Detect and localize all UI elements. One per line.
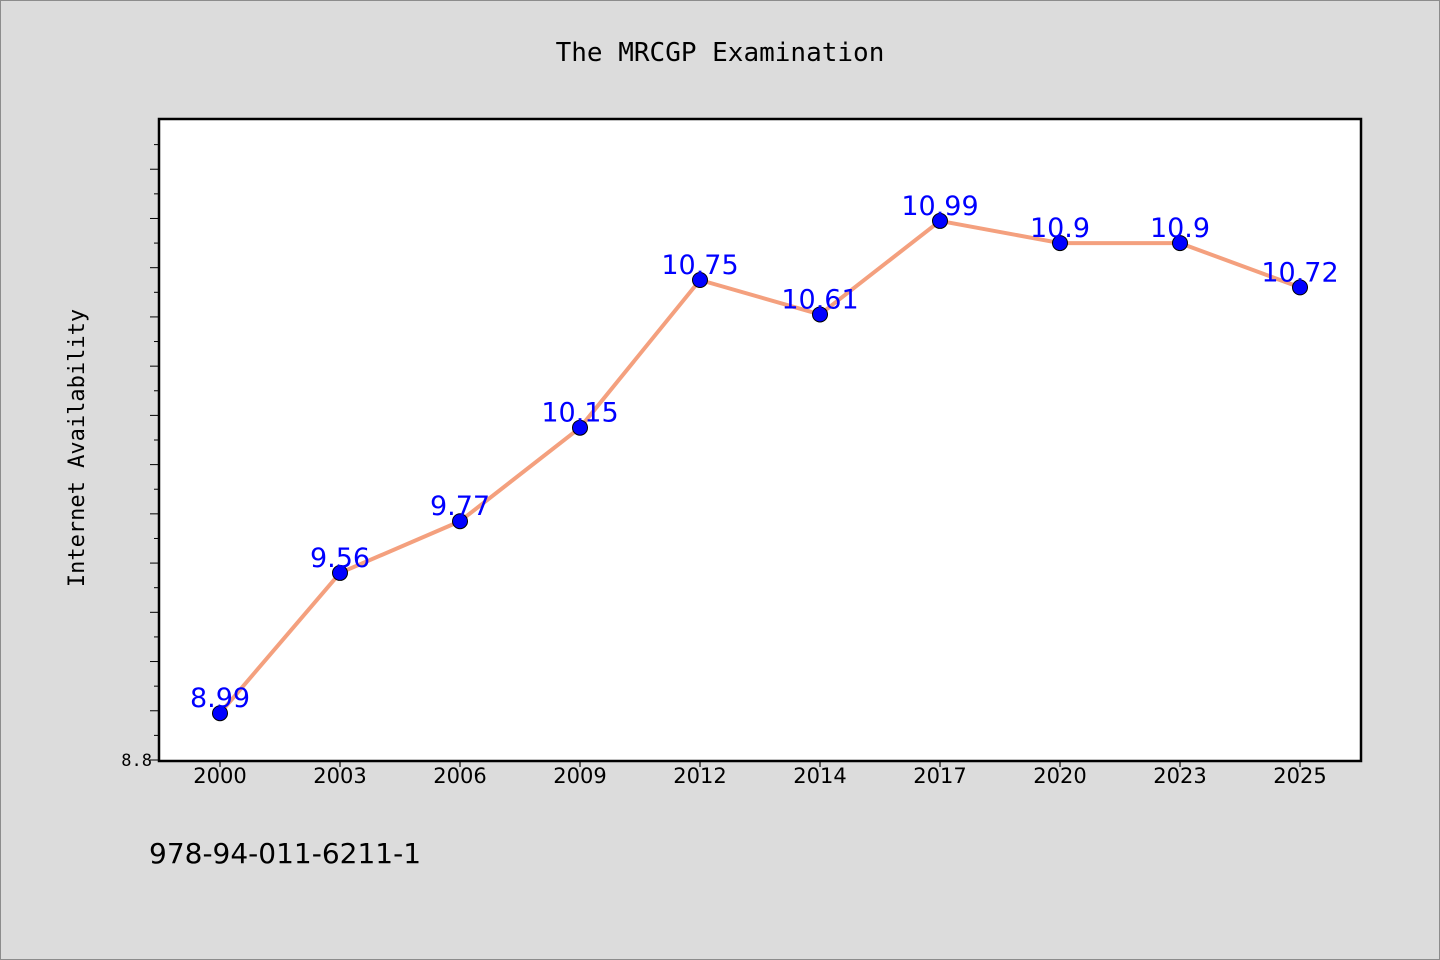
x-tick-label: 2025 — [1273, 764, 1326, 788]
data-label: 10.15 — [541, 398, 618, 429]
y-axis-ticks — [150, 144, 160, 761]
x-tick-label: 2012 — [673, 764, 726, 788]
series-line-group — [218, 218, 1301, 715]
series-line — [218, 218, 1301, 715]
y-tick-label: 8.8 — [121, 751, 152, 771]
data-label: 10.72 — [1261, 257, 1338, 288]
data-point — [452, 513, 468, 530]
data-point — [1292, 279, 1308, 296]
isbn-text: 978-94-011-6211-1 — [149, 837, 421, 870]
data-point — [332, 564, 348, 581]
plot-area — [157, 117, 1363, 763]
x-tick-label: 2009 — [553, 764, 606, 788]
data-point — [932, 212, 948, 229]
data-point — [572, 419, 588, 436]
x-tick-label: 2000 — [193, 764, 246, 788]
x-tick-label: 2003 — [313, 764, 366, 788]
data-label: 9.77 — [430, 491, 490, 522]
data-labels: 8.99 9.56 9.77 10.15 10.75 10.61 10.99 10.9 10.9… — [190, 191, 1339, 714]
data-label: 9.56 — [310, 543, 370, 574]
x-tick-label: 2017 — [913, 764, 966, 788]
data-point — [692, 272, 708, 288]
data-label: 10.9 — [1030, 213, 1090, 244]
x-tick-label: 2023 — [1153, 764, 1206, 788]
data-point — [1052, 235, 1068, 252]
data-label: 10.75 — [661, 250, 738, 281]
x-axis-ticks: 2000 2003 2006 2009 2012 2014 2017 2020 2023 2025 — [193, 760, 1327, 788]
x-tick-label: 2020 — [1033, 764, 1086, 788]
chart-title: The MRCGP Examination — [556, 38, 885, 68]
data-points — [212, 212, 1308, 722]
data-label: 8.99 — [190, 683, 250, 714]
data-point — [812, 306, 828, 323]
data-label: 10.9 — [1150, 213, 1210, 244]
y-axis-label: Internet Availability — [65, 309, 90, 587]
data-label: 10.61 — [781, 284, 858, 315]
data-label: 10.99 — [901, 191, 978, 222]
data-point — [1172, 235, 1188, 252]
x-tick-label: 2014 — [793, 764, 846, 788]
data-point — [212, 705, 228, 722]
x-tick-label: 2006 — [433, 764, 486, 788]
